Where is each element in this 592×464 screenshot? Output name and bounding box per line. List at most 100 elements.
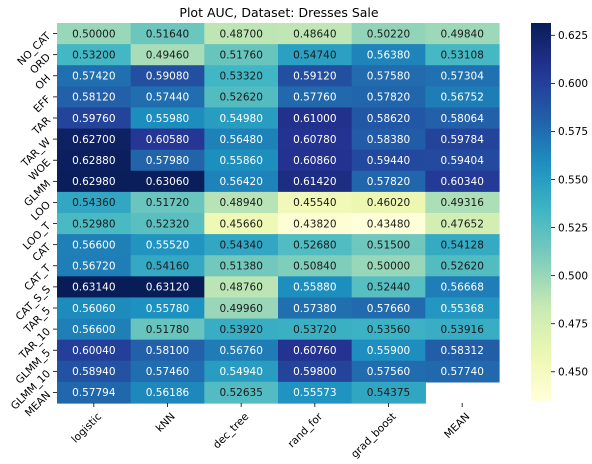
heatmap-cell (130, 360, 205, 383)
heatmap-cell (130, 65, 205, 87)
cell-value-label: 0.54980 (219, 113, 262, 125)
heatmap-cell (278, 234, 353, 256)
heatmap-cell (351, 381, 426, 404)
heatmap-cell (425, 297, 500, 320)
cell-value-label: 0.45540 (293, 197, 336, 209)
colorbar-tick-label: 0.450 (558, 367, 588, 379)
cell-value-label: 0.61420 (293, 176, 336, 188)
cell-value-label: 0.56668 (440, 282, 483, 294)
cell-value-label: 0.62880 (72, 155, 115, 167)
colorbar-tick-label: 0.600 (558, 78, 588, 90)
heatmap-cell (57, 107, 132, 130)
cell-value-label: 0.50000 (367, 261, 410, 273)
heatmap-cell (278, 86, 353, 109)
heatmap-cell (425, 255, 500, 277)
cell-value-label: 0.56760 (219, 345, 262, 357)
heatmap-cell (57, 297, 132, 320)
heatmap-cell (204, 86, 279, 109)
cell-value-label: 0.53560 (367, 324, 410, 336)
colorbar-tick-label: 0.475 (558, 319, 588, 331)
cell-value-label: 0.55780 (146, 303, 189, 315)
colorbar-tick-label: 0.625 (558, 30, 588, 42)
cell-value-label: 0.53320 (219, 71, 262, 83)
cell-value-label: 0.57820 (367, 176, 410, 188)
heatmap-cell (130, 149, 205, 172)
cell-value-label: 0.48760 (219, 282, 262, 294)
cell-value-label: 0.59760 (72, 113, 115, 125)
heatmap-cell (278, 297, 353, 320)
heatmap-cell (351, 255, 426, 277)
cell-value-label: 0.57560 (367, 366, 410, 378)
heatmap-cell (130, 23, 205, 45)
heatmap-cell (57, 170, 132, 193)
cell-value-label: 0.55860 (219, 155, 262, 167)
cell-value-label: 0.48700 (219, 28, 262, 40)
heatmap-cell (57, 381, 132, 404)
cell-value-label: 0.58120 (72, 92, 115, 104)
cell-value-label: 0.50220 (367, 28, 410, 40)
cell-value-label: 0.51760 (219, 49, 262, 61)
cell-value-label: 0.57440 (146, 92, 189, 104)
heatmap-cell (278, 255, 353, 277)
heatmap-cell (278, 128, 353, 151)
cell-value-label: 0.54160 (146, 261, 189, 273)
heatmap-cell (57, 276, 132, 299)
cell-value-label: 0.52320 (146, 218, 189, 230)
cell-value-label: 0.57304 (440, 71, 484, 83)
heatmap-cell (57, 44, 132, 66)
heatmap-cell (130, 234, 205, 256)
heatmap-cell (57, 234, 132, 256)
cell-value-label: 0.62980 (72, 176, 115, 188)
heatmap-cell (204, 191, 279, 214)
cell-value-label: 0.57820 (367, 92, 410, 104)
heatmap-cell (57, 23, 132, 45)
cell-value-label: 0.58380 (367, 134, 410, 146)
cell-value-label: 0.57580 (367, 71, 410, 83)
cell-value-label: 0.59404 (440, 155, 484, 167)
y-tick-label: TAR (30, 115, 53, 138)
heatmap-cell (278, 149, 353, 172)
cell-value-label: 0.54128 (440, 239, 483, 251)
cell-value-label: 0.49316 (440, 197, 484, 209)
cell-value-label: 0.63120 (146, 282, 189, 294)
cell-value-label: 0.56060 (72, 303, 115, 315)
heatmap-cell (425, 86, 500, 109)
cell-value-label: 0.57420 (72, 71, 115, 83)
colorbar-tick-label: 0.575 (558, 126, 588, 138)
cell-value-label: 0.53720 (293, 324, 336, 336)
heatmap-cell (425, 107, 500, 130)
cell-value-label: 0.51780 (146, 324, 189, 336)
cell-value-label: 0.53200 (72, 49, 115, 61)
cell-value-label: 0.55573 (293, 387, 336, 399)
cell-value-label: 0.58100 (146, 345, 189, 357)
cell-value-label: 0.43820 (293, 218, 336, 230)
heatmap-cell (425, 360, 500, 383)
cell-value-label: 0.59120 (293, 71, 336, 83)
heatmap-cell (57, 318, 132, 341)
colorbar-tick-label: 0.525 (558, 222, 588, 234)
heatmap-cell (351, 128, 426, 151)
cell-value-label: 0.54340 (219, 239, 262, 251)
heatmap-cell (278, 339, 353, 362)
heatmap-cell (204, 339, 279, 362)
cell-value-label: 0.54740 (293, 49, 336, 61)
heatmap-cell (351, 360, 426, 383)
cell-value-label: 0.47652 (440, 218, 483, 230)
heatmap-cell (351, 170, 426, 193)
cell-value-label: 0.52620 (219, 92, 262, 104)
heatmap-cell (278, 44, 353, 66)
cell-value-label: 0.61000 (293, 113, 336, 125)
heatmap-cell (278, 213, 353, 235)
heatmap-cell (351, 23, 426, 45)
heatmap-cell (351, 276, 426, 299)
heatmap-cell (278, 360, 353, 383)
heatmap-cell (130, 170, 205, 193)
cell-value-label: 0.49840 (440, 28, 483, 40)
heatmap-cell (57, 65, 132, 87)
cell-value-label: 0.59080 (146, 71, 189, 83)
heatmap-cell (130, 191, 205, 214)
cell-value-label: 0.57980 (146, 155, 189, 167)
heatmap-cell (351, 107, 426, 130)
cell-value-label: 0.54360 (72, 197, 115, 209)
